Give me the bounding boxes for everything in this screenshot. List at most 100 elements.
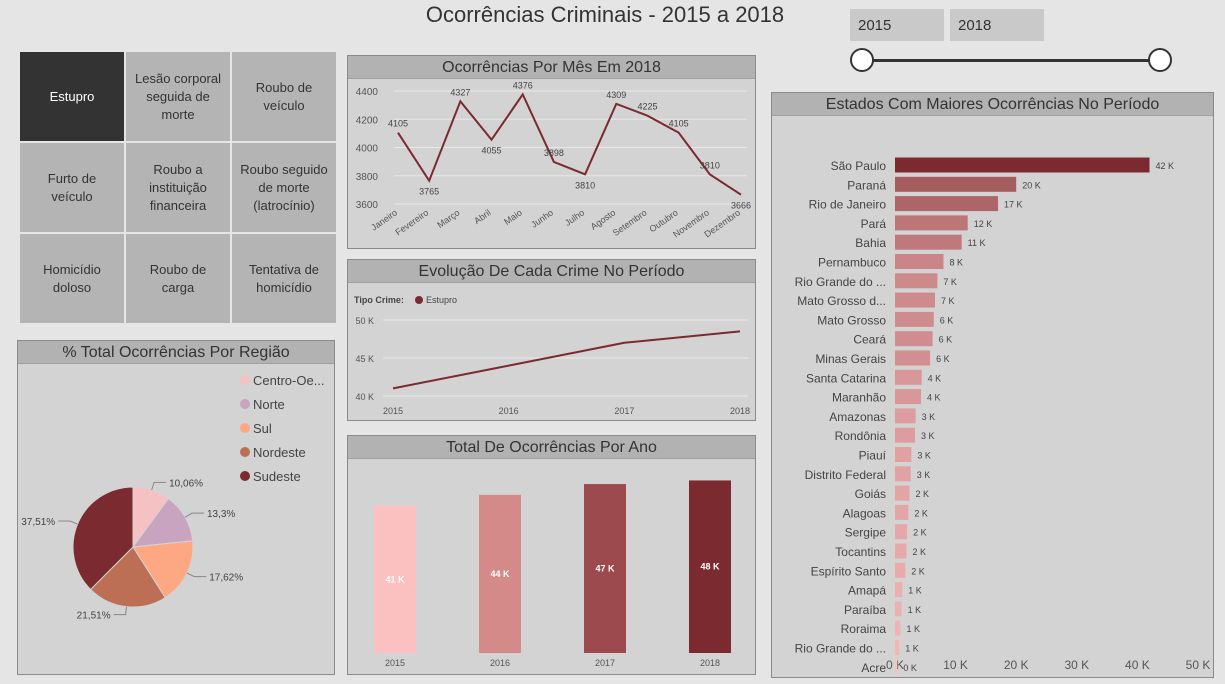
bar-data-label: 47 K [595,564,615,574]
slider-start-handle[interactable] [850,48,874,72]
bar-data-label: 2 K [913,547,927,557]
crime-button[interactable]: Tentativa de homicídio [232,234,336,323]
state-bar [895,408,916,424]
monthly-chart-panel: Ocorrências Por Mês Em 2018 3600 3800 4000… [347,55,756,249]
x-tick-label: Fevereiro [393,207,430,237]
state-bar [895,640,900,655]
state-label: Goiás [855,487,886,501]
region-pie-chart: 10,06% 13,3% 17,62% 21,51% 37,51% Centro-Oe..… [21,373,324,622]
bar-data-label: 6 K [936,354,950,364]
pie-slice [132,540,194,599]
state-label: Roraima [841,622,887,636]
state-bar [895,157,1150,173]
data-label: 4225 [637,102,657,112]
yearly-chart-panel: Total De Ocorrências Por Ano 41 K 2015 44 … [347,435,756,675]
legend-marker [240,423,250,433]
data-label: 4055 [482,146,502,156]
state-label: Paraíba [844,603,886,617]
data-label: 3810 [575,180,595,190]
legend-marker [240,471,250,481]
year-start-input[interactable]: 2015 [850,9,944,41]
state-label: Piauí [859,449,887,463]
year-range-slider[interactable] [860,59,1160,62]
state-label: Rio Grande do ... [795,275,886,289]
state-label: Espírito Santo [811,564,887,578]
crime-button[interactable]: Homicídio doloso [20,234,124,323]
state-label: São Paulo [831,159,887,173]
leader-line [58,520,78,525]
state-bar [895,601,902,617]
state-bar [895,447,912,462]
evolution-series-line [392,330,741,390]
state-bar [895,389,922,405]
crime-button[interactable]: Roubo de veículo [232,52,336,141]
data-label: 4105 [388,119,408,129]
x-tick-label: 2016 [490,658,510,668]
bar-data-label: 3 K [922,412,936,422]
state-bar [895,485,910,501]
data-label: 3898 [544,148,564,158]
x-tick-label: 50 K [1186,658,1211,672]
crime-button[interactable]: Roubo a instituição financeira [126,143,230,232]
y-tick-label: 4200 [356,115,379,126]
slice-label: 17,62% [209,573,243,584]
state-label: Pará [861,217,887,231]
state-bar [895,582,903,598]
legend-title: Tipo Crime: [354,295,404,305]
y-tick-label: 4000 [356,144,379,155]
state-label: Mato Grosso d... [797,294,886,308]
bar-data-label: 11 K [968,238,986,248]
bar-data-label: 4 K [927,393,941,403]
state-label: Acre [861,661,886,675]
state-bar [895,524,908,540]
state-label: Mato Grosso [817,313,886,327]
state-label: Amazonas [829,410,886,424]
bar-data-label: 3 K [917,470,931,480]
y-tick-label: 40 K [355,392,374,402]
state-label: Santa Catarina [806,371,886,385]
data-label: 4105 [669,119,689,129]
bar-data-label: 1 K [906,624,920,634]
state-bar [895,176,1017,192]
page-title: Ocorrências Criminais - 2015 a 2018 [425,2,785,27]
evolution-chart-title: Evolução De Cada Crime No Período [348,260,755,283]
yearly-chart-title: Total De Ocorrências Por Ano [348,436,755,459]
state-bar [895,350,931,366]
state-bar [895,234,962,250]
state-bar [895,196,999,212]
region-chart-title: % Total Ocorrências Por Região [18,341,334,364]
state-label: Tocantins [835,545,886,559]
state-bar [895,543,907,559]
bar-data-label: 1 K [908,605,922,615]
x-tick-label: 30 K [1064,658,1089,672]
legend-item: Estupro [426,295,457,305]
y-tick-label: 4400 [356,87,379,98]
y-tick-label: 45 K [355,354,374,364]
bar-data-label: 2 K [916,489,930,499]
bar-data-label: 41 K [385,574,405,584]
x-tick-label: 2017 [614,406,634,416]
state-bar [895,254,944,269]
pie-slice [89,546,166,608]
x-tick-label: Março [435,207,461,230]
bar-data-label: 1 K [908,586,922,596]
data-label: 4327 [450,87,470,97]
year-end-input[interactable]: 2018 [950,9,1044,41]
state-bar [895,466,911,482]
slice-label: 13,3% [207,509,235,520]
slider-end-handle[interactable] [1148,48,1172,72]
x-tick-label: Setembro [611,207,649,238]
crime-button[interactable]: Estupro [20,52,124,141]
legend-item: Nordeste [253,445,306,460]
crime-button[interactable]: Furto de veículo [20,143,124,232]
crime-button[interactable]: Roubo de carga [126,234,230,323]
bar-data-label: 44 K [490,569,510,579]
year-bar [479,494,521,653]
x-tick-label: 2017 [595,658,615,668]
x-tick-label: Maio [502,207,524,226]
crime-button[interactable]: Roubo seguido de morte (latrocínio) [232,143,336,232]
state-label: Rio Grande do ... [795,642,886,656]
bar-data-label: 2 K [911,566,925,576]
crime-button[interactable]: Lesão corporal seguida de morte [126,52,230,141]
bar-data-label: 3 K [917,451,931,461]
